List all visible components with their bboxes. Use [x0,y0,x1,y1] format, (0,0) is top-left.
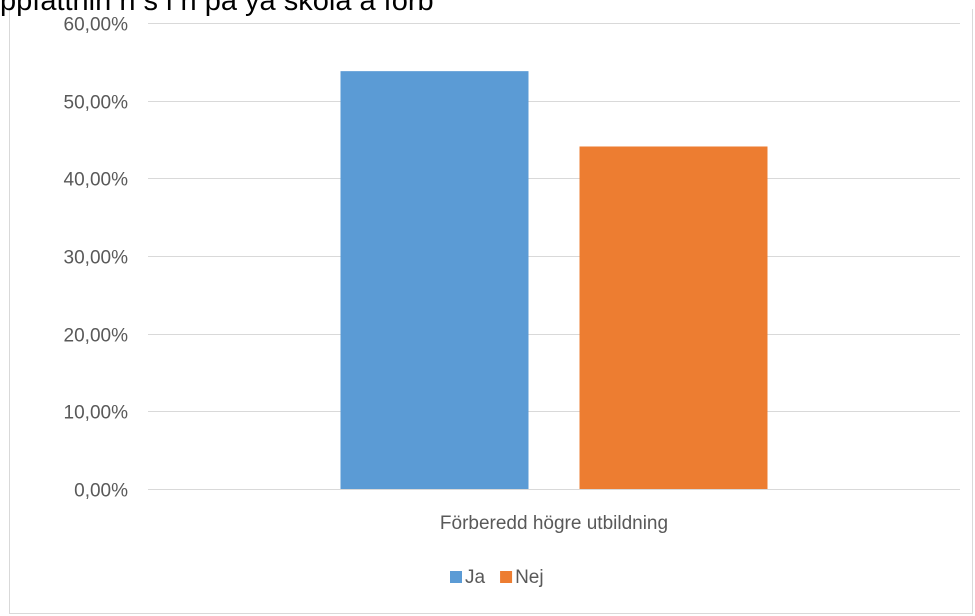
gridlines [148,23,960,490]
y-axis-tick-labels: 0,00% 10,00% 20,00% 30,00% 40,00% 50,00% 60,00… [64,15,129,502]
chart-frame [9,9,973,614]
legend-item-nej: Nej [500,567,544,588]
x-axis-category-labels: Förberedd högre utbildning [440,513,668,534]
bar-nej [579,146,768,490]
legend-swatch [500,571,513,583]
legend-label: Ja [465,567,486,588]
bars [340,71,768,490]
legend-swatch [450,571,462,583]
y-tick-label: 40,00% [64,170,129,191]
x-category-label: Förberedd högre utbildning [440,513,668,534]
y-tick-label: 30,00% [64,248,129,269]
y-tick-label: 10,00% [64,403,129,424]
y-tick-label: 0,00% [74,481,128,502]
y-tick-label: 60,00% [64,15,129,36]
legend-label: Nej [515,567,544,588]
legend-item-ja: Ja [450,567,486,588]
y-tick-label: 50,00% [64,93,129,114]
bar-ja [340,71,529,490]
y-tick-label: 20,00% [64,326,129,347]
legend: Ja Nej [450,567,544,588]
clipped-heading-text: ppfattnin n s l n pa ya skola a förb [0,0,434,17]
